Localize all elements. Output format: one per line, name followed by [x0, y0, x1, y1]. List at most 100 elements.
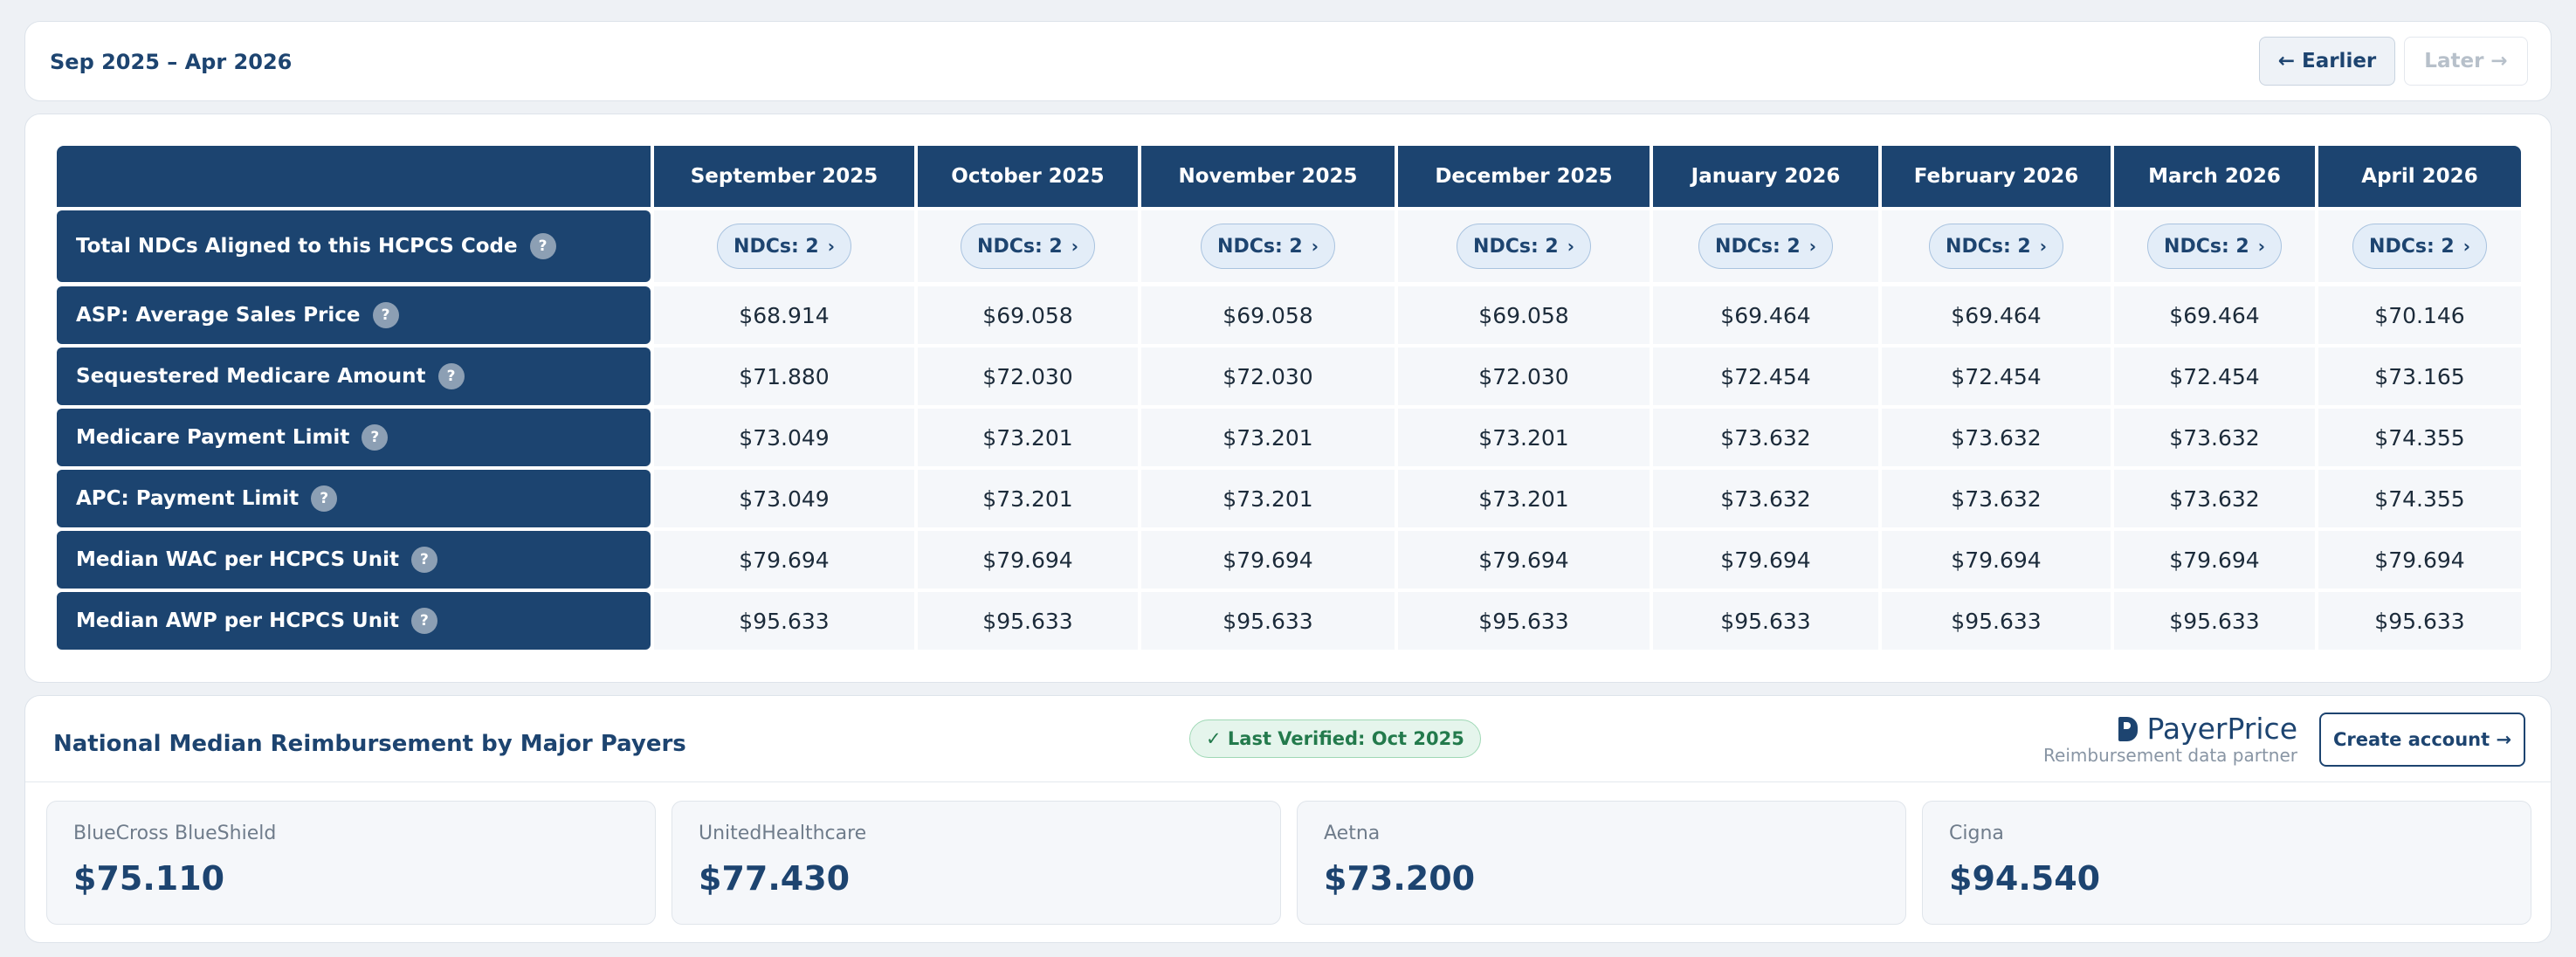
payer-card: UnitedHealthcare $77.430: [672, 801, 1281, 925]
row-label: APC: Payment Limit?: [57, 470, 651, 527]
price-cell: $69.464: [1653, 286, 1878, 344]
chevron-right-icon: ›: [827, 236, 835, 257]
price-cell: $73.632: [1653, 470, 1878, 527]
ndc-count-label: NDCs: 2: [1217, 235, 1303, 258]
ndc-count-label: NDCs: 2: [1946, 235, 2031, 258]
ndc-count-button[interactable]: NDCs: 2 ›: [1201, 224, 1335, 269]
divider: [25, 781, 2551, 782]
help-icon[interactable]: ?: [410, 608, 437, 634]
price-cell: $95.633: [1398, 592, 1650, 650]
price-cell: $70.146: [2318, 286, 2521, 344]
payer-name: Aetna: [1324, 823, 1381, 844]
date-range-label: Sep 2025 – Apr 2026: [50, 50, 293, 74]
ndc-cell: NDCs: 2 ›: [1141, 210, 1395, 282]
ndc-count-label: NDCs: 2: [1715, 235, 1801, 258]
month-header: March 2026: [2114, 146, 2315, 207]
row-label-text: Sequestered Medicare Amount: [76, 365, 426, 388]
ndc-cell: NDCs: 2 ›: [654, 210, 914, 282]
help-icon[interactable]: ?: [437, 363, 465, 389]
ndc-cell: NDCs: 2 ›: [918, 210, 1138, 282]
price-cell: $79.694: [1882, 531, 2111, 589]
month-header: April 2026: [2318, 146, 2521, 207]
price-cell: $73.632: [1882, 470, 2111, 527]
ndc-count-button[interactable]: NDCs: 2 ›: [1457, 224, 1591, 269]
row-label: Total NDCs Aligned to this HCPCS Code?: [57, 210, 651, 282]
row-label-text: ASP: Average Sales Price: [76, 304, 361, 327]
row-label-text: Total NDCs Aligned to this HCPCS Code: [76, 235, 518, 258]
row-label: Median AWP per HCPCS Unit?: [57, 592, 651, 650]
ndc-count-button[interactable]: NDCs: 2 ›: [2147, 224, 2282, 269]
ndc-cell: NDCs: 2 ›: [1398, 210, 1650, 282]
price-cell: $95.633: [1882, 592, 2111, 650]
price-cell: $95.633: [654, 592, 914, 650]
month-header: November 2025: [1141, 146, 1395, 207]
month-header: September 2025: [654, 146, 914, 207]
chevron-right-icon: ›: [2039, 236, 2047, 257]
price-cell: $69.058: [1141, 286, 1395, 344]
chevron-right-icon: ›: [1311, 236, 1319, 257]
price-cell: $95.633: [1653, 592, 1878, 650]
ndc-count-button[interactable]: NDCs: 2 ›: [1929, 224, 2063, 269]
payer-reimbursement-card: National Median Reimbursement by Major P…: [24, 695, 2552, 943]
help-icon[interactable]: ?: [311, 485, 338, 512]
price-cell: $73.632: [2114, 409, 2315, 466]
ndc-cell: NDCs: 2 ›: [1882, 210, 2111, 282]
price-cell: $68.914: [654, 286, 914, 344]
month-header: February 2026: [1882, 146, 2111, 207]
ndc-cell: NDCs: 2 ›: [1653, 210, 1878, 282]
help-icon[interactable]: ?: [372, 302, 399, 328]
pricing-table-card: September 2025 October 2025 November 2025 D…: [24, 114, 2552, 683]
price-cell: $73.049: [654, 470, 914, 527]
ndc-count-label: NDCs: 2: [1473, 235, 1559, 258]
row-label-text: Medicare Payment Limit: [76, 426, 350, 449]
payer-name: BlueCross BlueShield: [73, 823, 277, 844]
ndc-count-button[interactable]: NDCs: 2 ›: [961, 224, 1095, 269]
row-label-text: Median AWP per HCPCS Unit: [76, 609, 399, 632]
price-cell: $79.694: [918, 531, 1138, 589]
month-header: October 2025: [918, 146, 1138, 207]
price-cell: $79.694: [654, 531, 914, 589]
ndc-count-label: NDCs: 2: [2164, 235, 2249, 258]
price-cell: $69.464: [1882, 286, 2111, 344]
price-cell: $73.201: [1141, 470, 1395, 527]
create-account-button[interactable]: Create account →: [2319, 713, 2525, 767]
earlier-button[interactable]: ← Earlier: [2259, 37, 2395, 86]
price-cell: $95.633: [2114, 592, 2315, 650]
price-cell: $72.454: [2114, 348, 2315, 405]
price-cell: $72.030: [918, 348, 1138, 405]
ndc-cell: NDCs: 2 ›: [2114, 210, 2315, 282]
ndc-count-label: NDCs: 2: [977, 235, 1063, 258]
price-cell: $73.201: [1398, 409, 1650, 466]
last-verified-badge: ✓ Last Verified: Oct 2025: [1189, 719, 1481, 758]
price-cell: $95.633: [918, 592, 1138, 650]
month-header: January 2026: [1653, 146, 1878, 207]
row-label: ASP: Average Sales Price?: [57, 286, 651, 344]
price-cell: $74.355: [2318, 409, 2521, 466]
price-cell: $73.201: [1398, 470, 1650, 527]
ndc-cell: NDCs: 2 ›: [2318, 210, 2521, 282]
later-button[interactable]: Later →: [2404, 37, 2528, 86]
payer-card: Cigna $94.540: [1922, 801, 2531, 925]
payer-card: BlueCross BlueShield $75.110: [46, 801, 656, 925]
ndc-count-button[interactable]: NDCs: 2 ›: [1698, 224, 1833, 269]
help-icon[interactable]: ?: [410, 547, 437, 573]
price-cell: $79.694: [1141, 531, 1395, 589]
price-cell: $73.165: [2318, 348, 2521, 405]
payer-reimbursement-value: $75.110: [73, 859, 225, 898]
ndc-count-label: NDCs: 2: [734, 235, 819, 258]
price-cell: $79.694: [1653, 531, 1878, 589]
chevron-right-icon: ›: [1808, 236, 1816, 257]
date-range-nav: Sep 2025 – Apr 2026 ← Earlier Later →: [24, 21, 2552, 101]
table-header-corner: [57, 146, 651, 207]
help-icon[interactable]: ?: [529, 233, 556, 259]
help-icon[interactable]: ?: [362, 424, 389, 451]
payer-name: Cigna: [1949, 823, 2004, 844]
price-cell: $69.058: [918, 286, 1138, 344]
ndc-count-button[interactable]: NDCs: 2 ›: [717, 224, 851, 269]
price-cell: $79.694: [2318, 531, 2521, 589]
price-cell: $79.694: [2114, 531, 2315, 589]
price-cell: $95.633: [1141, 592, 1395, 650]
price-cell: $69.058: [1398, 286, 1650, 344]
ndc-count-button[interactable]: NDCs: 2 ›: [2352, 224, 2487, 269]
row-label: Medicare Payment Limit?: [57, 409, 651, 466]
